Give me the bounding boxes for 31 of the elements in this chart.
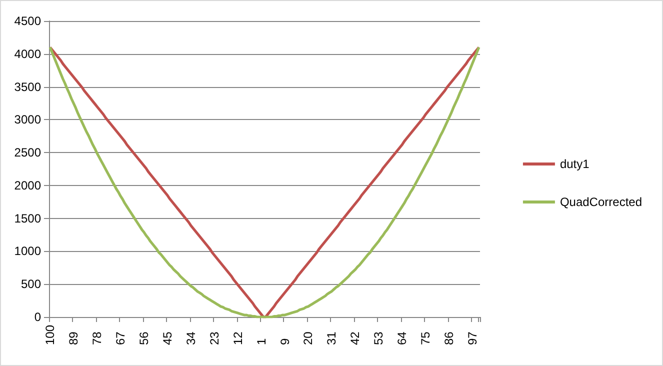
x-tick-label: 12 <box>230 331 245 345</box>
y-tick-label: 0 <box>34 310 42 324</box>
y-tick-label: 1000 <box>14 244 42 258</box>
x-tick-label: 86 <box>442 331 456 345</box>
x-tick-label: 53 <box>372 331 386 345</box>
x-tick-label: 1 <box>254 338 268 345</box>
x-tick-label: 78 <box>90 331 104 345</box>
x-tick-label: 97 <box>466 331 480 345</box>
y-tick-label: 500 <box>20 277 42 292</box>
x-tick-label: 89 <box>66 331 81 345</box>
y-tick-label: 3500 <box>14 80 42 94</box>
x-tick-label: 75 <box>418 331 433 345</box>
y-tick-label: 3000 <box>14 112 42 127</box>
y-tick-label: 4500 <box>14 14 42 28</box>
x-tick-label: 45 <box>160 331 174 345</box>
x-tick-label: 9 <box>278 338 292 345</box>
y-tick-label: 2000 <box>14 178 42 192</box>
x-tick-label: 100 <box>43 324 58 345</box>
y-tick-label: 1500 <box>14 211 42 226</box>
x-tick-label: 23 <box>207 331 222 345</box>
x-tick-label: 64 <box>395 331 410 345</box>
legend-label: QuadCorrected <box>560 195 642 209</box>
legend-label: duty1 <box>560 157 590 171</box>
x-tick-label: 31 <box>324 331 339 345</box>
x-tick-label: 34 <box>184 331 198 345</box>
y-tick-label: 2500 <box>14 146 42 160</box>
x-tick-label: 67 <box>113 331 128 345</box>
x-tick-label: 20 <box>301 331 316 345</box>
x-tick-label: 56 <box>136 331 151 345</box>
x-tick-label: 42 <box>348 331 362 345</box>
y-tick-label: 4000 <box>14 46 42 61</box>
